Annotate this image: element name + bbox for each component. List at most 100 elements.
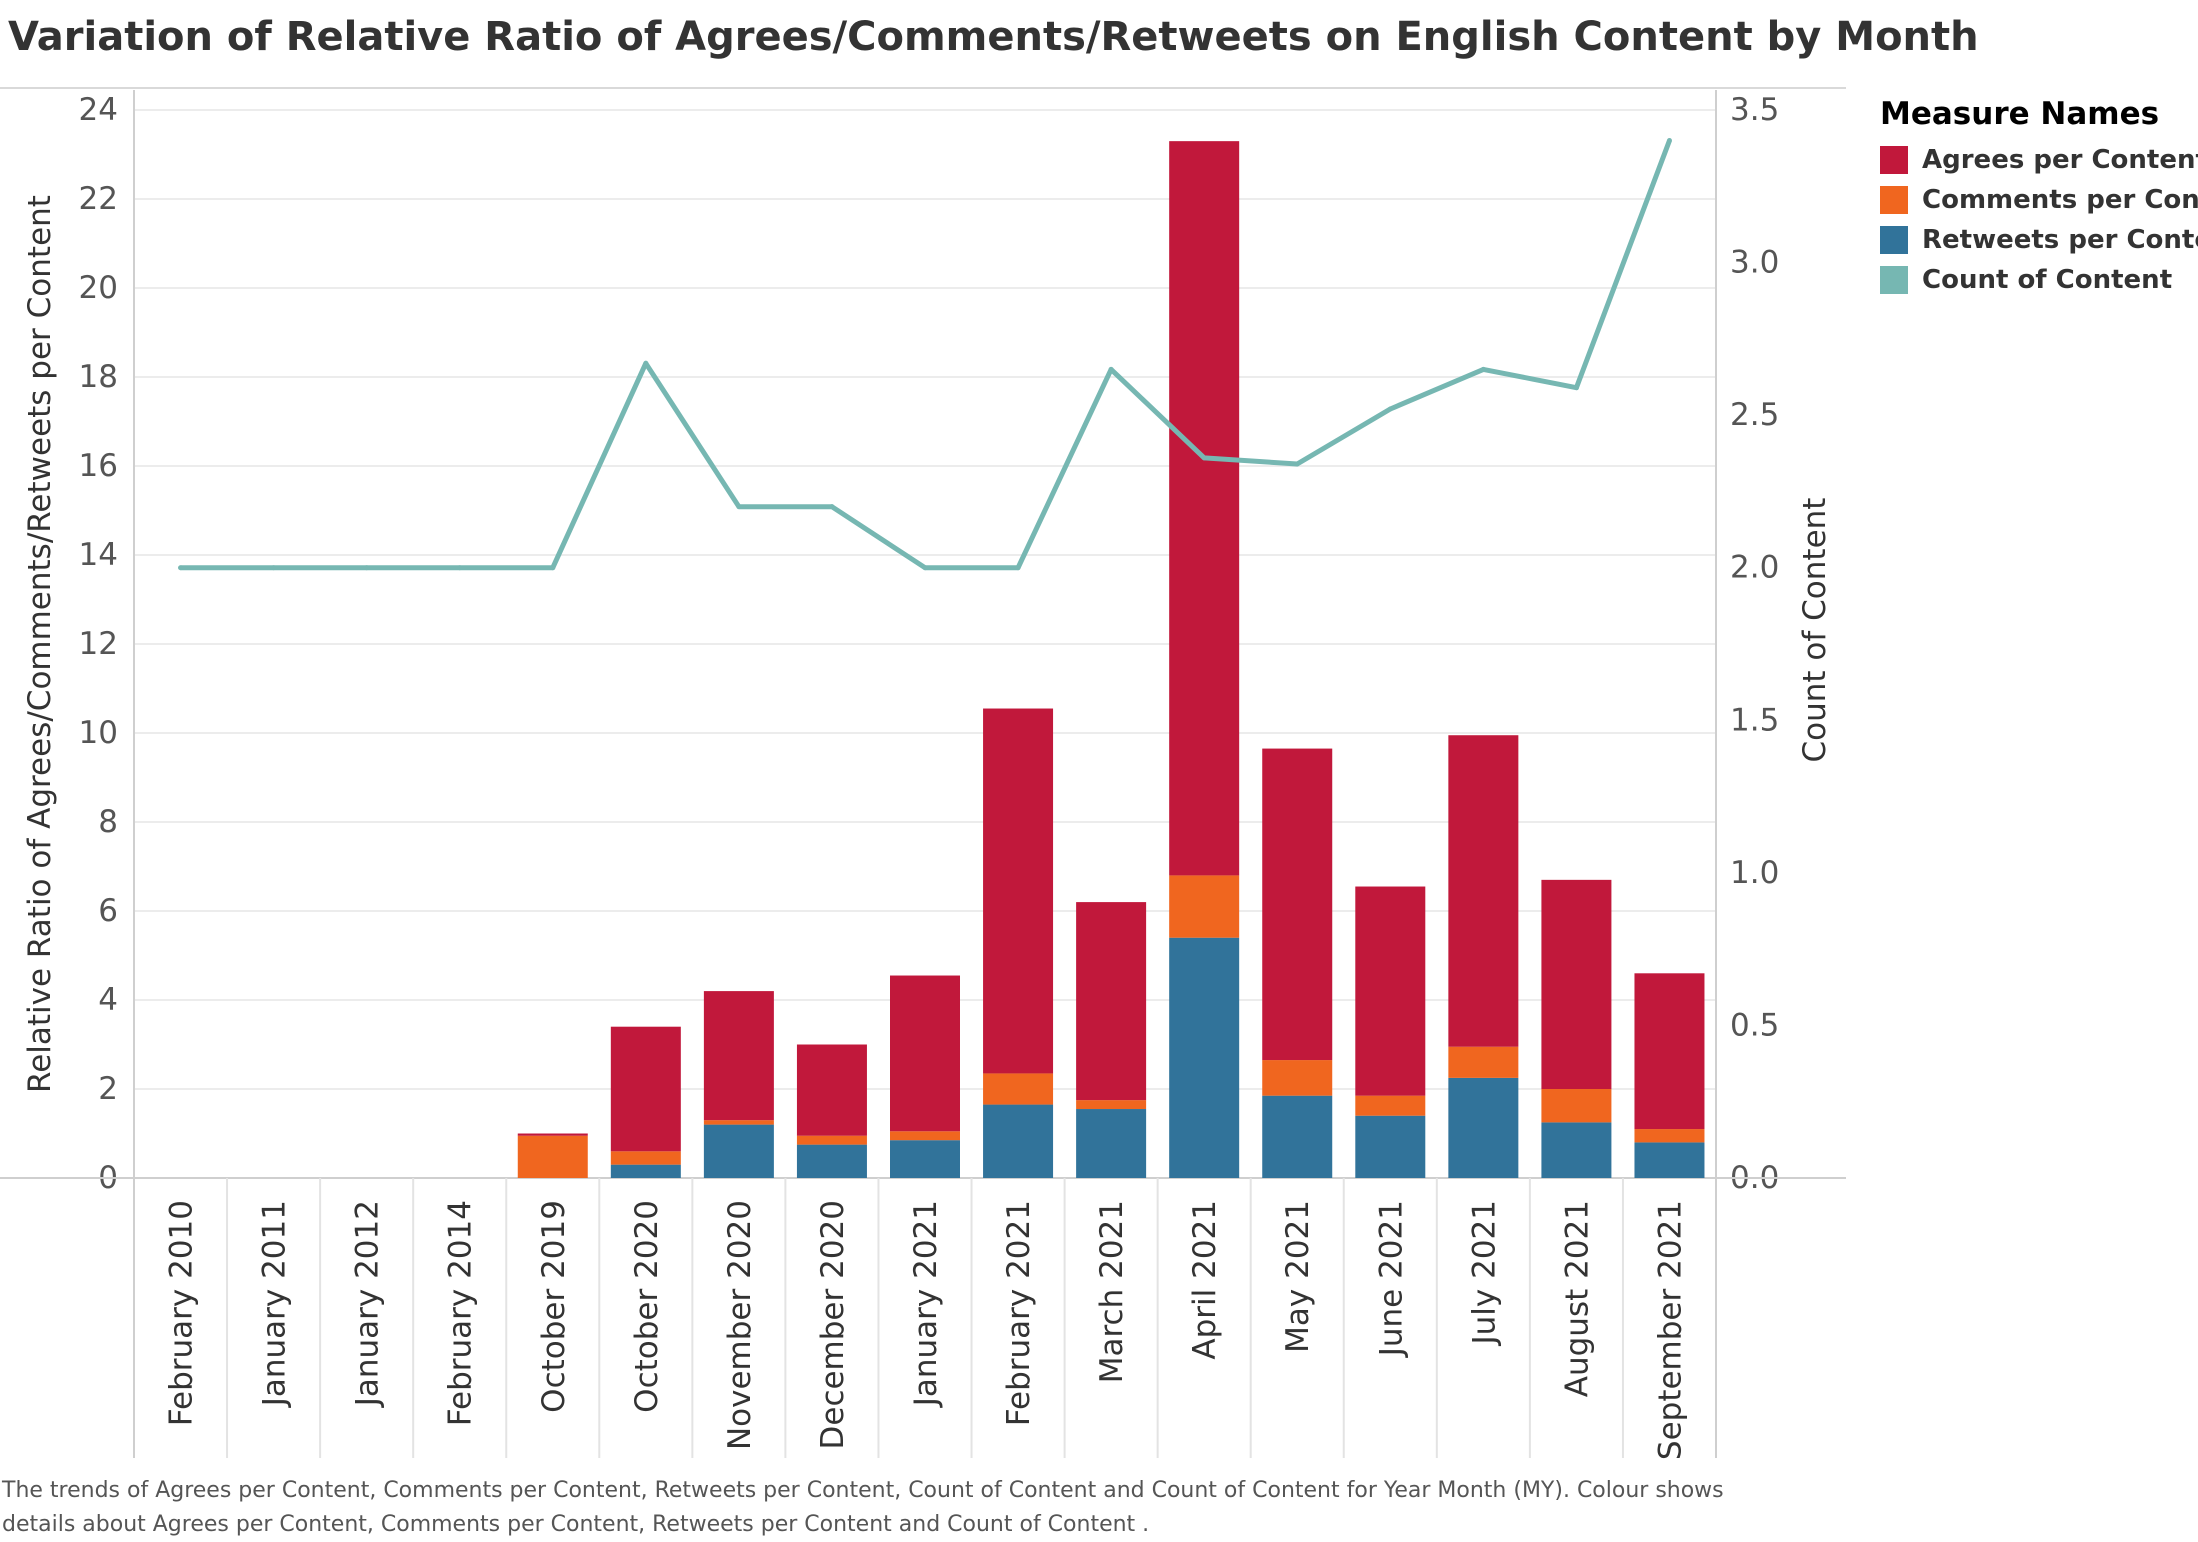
bar-agrees xyxy=(703,991,774,1121)
y-tick-label: 10 xyxy=(79,715,118,751)
legend-swatch-agrees xyxy=(1880,146,1908,174)
bar-comments xyxy=(1076,1100,1147,1110)
bar-agrees xyxy=(1634,973,1705,1130)
bar-agrees xyxy=(1169,141,1240,876)
legend-label-comments: Comments per Content xyxy=(1922,185,2198,215)
point-count-of-content xyxy=(1294,461,1300,467)
bar-retweets xyxy=(1448,1077,1519,1178)
y2-tick-label: 1.0 xyxy=(1730,855,1779,891)
bar-comments xyxy=(517,1135,588,1178)
bar-agrees xyxy=(1541,879,1612,1089)
bar-retweets xyxy=(610,1164,681,1178)
bar-retweets xyxy=(890,1140,960,1178)
bar-comments xyxy=(983,1073,1054,1105)
point-count-of-content xyxy=(457,565,463,571)
point-count-of-content xyxy=(178,565,184,571)
point-count-of-content xyxy=(829,504,835,510)
x-tick-label: January 2012 xyxy=(350,1200,386,1408)
legend-item-agrees[interactable]: Agrees per Content xyxy=(1880,140,2198,180)
y-tick-label: 8 xyxy=(98,804,118,840)
bar-retweets xyxy=(1541,1122,1612,1178)
chart-canvas: 0246810121416182022240.00.51.01.52.02.53… xyxy=(0,87,1846,1460)
bar-agrees xyxy=(1076,902,1147,1101)
legend-label-agrees: Agrees per Content xyxy=(1922,145,2198,175)
x-tick-label: March 2021 xyxy=(1094,1200,1130,1383)
x-tick-label: January 2011 xyxy=(257,1200,293,1408)
chart-caption: The trends of Agrees per Content, Commen… xyxy=(2,1478,1724,1537)
y-tick-label: 20 xyxy=(79,270,118,306)
x-tick-label: October 2019 xyxy=(536,1200,572,1413)
bar-agrees xyxy=(1355,886,1426,1096)
point-count-of-content xyxy=(1387,406,1393,412)
bar-retweets xyxy=(1634,1142,1705,1178)
x-tick-label: February 2014 xyxy=(443,1200,479,1426)
y-tick-label: 14 xyxy=(79,537,118,573)
point-count-of-content xyxy=(922,565,928,571)
legend-swatch-comments xyxy=(1880,186,1908,214)
bar-agrees xyxy=(610,1026,681,1152)
bar-agrees xyxy=(517,1133,588,1136)
bar-retweets xyxy=(983,1104,1054,1178)
y-tick-label: 12 xyxy=(79,626,118,662)
bar-agrees xyxy=(1448,735,1519,1047)
point-count-of-content xyxy=(1573,385,1579,391)
point-count-of-content xyxy=(271,565,277,571)
point-count-of-content xyxy=(1480,366,1486,372)
bar-comments xyxy=(1169,875,1240,938)
bar-comments xyxy=(1355,1095,1426,1116)
bar-comments xyxy=(610,1151,681,1165)
x-tick-label: September 2021 xyxy=(1652,1200,1688,1460)
bar-comments xyxy=(703,1120,774,1125)
x-tick-label: January 2021 xyxy=(908,1200,944,1408)
x-tick-label: October 2020 xyxy=(629,1200,665,1413)
y-tick-label: 6 xyxy=(98,893,118,929)
bar-retweets xyxy=(703,1124,774,1178)
y-tick-label: 4 xyxy=(98,982,118,1018)
bar-agrees xyxy=(983,708,1054,1074)
bar-retweets xyxy=(796,1144,867,1178)
y2-axis-title: Count of Content xyxy=(1797,498,1833,763)
bar-comments xyxy=(1634,1129,1705,1143)
y2-tick-label: 3.5 xyxy=(1730,92,1779,128)
y-tick-label: 2 xyxy=(98,1071,118,1107)
legend-title: Measure Names xyxy=(1880,96,2160,132)
y-tick-label: 24 xyxy=(79,92,118,128)
y-axis-title: Relative Ratio of Agrees/Comments/Retwee… xyxy=(22,195,58,1093)
legend-label-count: Count of Content xyxy=(1922,265,2173,295)
legend-item-retweets[interactable]: Retweets per Content xyxy=(1880,220,2198,260)
y-tick-label: 16 xyxy=(79,448,118,484)
legend-label-retweets: Retweets per Content xyxy=(1922,225,2198,255)
y2-tick-label: 0.5 xyxy=(1730,1007,1779,1043)
legend-swatch-count xyxy=(1880,266,1908,294)
bar-comments xyxy=(1448,1046,1519,1078)
y2-tick-label: 3.0 xyxy=(1730,245,1779,281)
legend: Measure Names Agrees per Content Comment… xyxy=(1880,96,2198,300)
chart-title: Variation of Relative Ratio of Agrees/Co… xyxy=(8,14,1979,60)
bar-comments xyxy=(1541,1089,1612,1123)
bar-agrees xyxy=(1262,748,1333,1061)
x-tick-label: May 2021 xyxy=(1280,1200,1316,1353)
y2-tick-label: 1.5 xyxy=(1730,702,1779,738)
y2-tick-label: 2.5 xyxy=(1730,397,1779,433)
bar-agrees xyxy=(890,975,960,1132)
point-count-of-content xyxy=(1201,455,1207,461)
y-tick-label: 18 xyxy=(79,359,118,395)
legend-swatch-retweets xyxy=(1880,226,1908,254)
x-tick-label: November 2020 xyxy=(722,1200,758,1450)
x-tick-label: June 2021 xyxy=(1373,1200,1409,1358)
bar-comments xyxy=(796,1135,867,1145)
y-tick-label: 22 xyxy=(79,181,118,217)
x-tick-label: February 2021 xyxy=(1001,1200,1037,1426)
x-tick-label: August 2021 xyxy=(1559,1200,1595,1397)
x-tick-label: July 2021 xyxy=(1466,1200,1502,1347)
bar-retweets xyxy=(1169,937,1240,1178)
point-count-of-content xyxy=(364,565,370,571)
x-tick-label: December 2020 xyxy=(815,1200,851,1450)
legend-item-comments[interactable]: Comments per Content xyxy=(1880,180,2198,220)
legend-item-count[interactable]: Count of Content xyxy=(1880,260,2198,300)
x-tick-label: April 2021 xyxy=(1187,1200,1223,1360)
point-count-of-content xyxy=(736,504,742,510)
point-count-of-content xyxy=(643,360,649,366)
line-count-of-content xyxy=(180,139,1672,571)
x-tick-label: February 2010 xyxy=(164,1200,200,1426)
